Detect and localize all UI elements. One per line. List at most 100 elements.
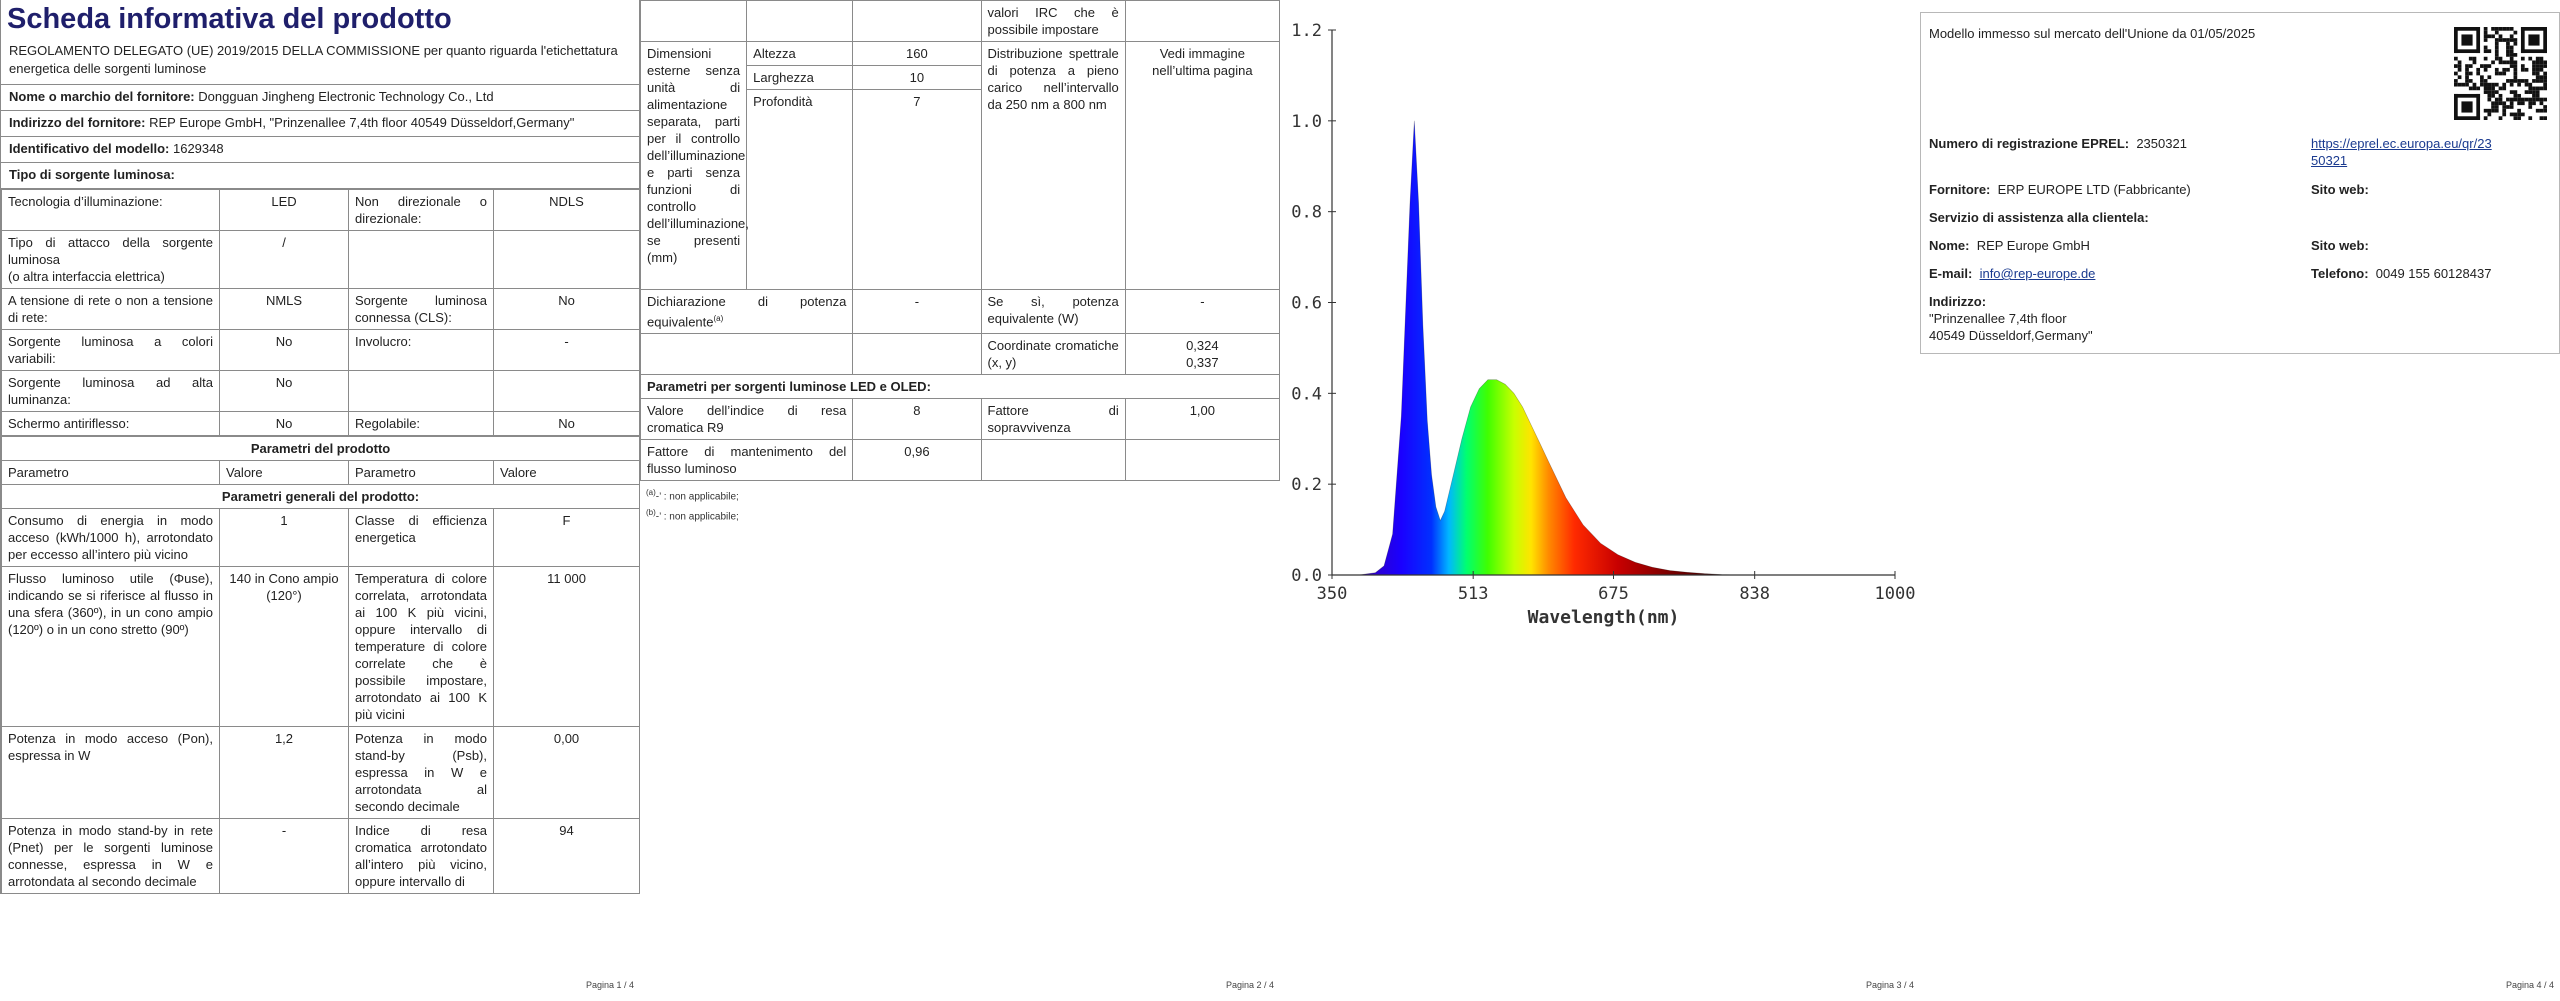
qr-module [2502, 82, 2507, 87]
qr-module [2506, 27, 2510, 31]
qr-module [2517, 108, 2521, 113]
qr-module [2483, 34, 2488, 39]
qr-module [2535, 79, 2540, 83]
col-header-value: Valore [492, 460, 641, 485]
qr-module [2494, 27, 2499, 31]
qr-module [2509, 90, 2514, 94]
page-2: valori IRC che è possibile impostare Dim… [639, 0, 1281, 1001]
qr-module [2498, 86, 2503, 91]
email-link[interactable]: info@rep-europe.de [1979, 266, 2096, 281]
general-header: Parametri generali del prodotto: [0, 484, 641, 509]
qr-module [2483, 90, 2488, 94]
qr-finder [2454, 93, 2458, 120]
qr-module [2535, 93, 2540, 98]
footnote-b-mark: (b) [646, 508, 656, 518]
qr-module [2528, 116, 2533, 120]
qr-module [2487, 112, 2492, 117]
qr-module [2457, 82, 2462, 87]
product-params-table: Parametri del prodotto Parametro Valore … [0, 436, 641, 894]
eprel-link-line2[interactable]: 50321 [2311, 153, 2348, 168]
address-label: Indirizzo: [1929, 294, 1987, 309]
eprel-info-card: Modello immesso sul mercato dell'Unione … [1920, 12, 2560, 354]
qr-module [2528, 82, 2533, 87]
qr-module [2494, 67, 2499, 72]
qr-module [2517, 116, 2521, 120]
qr-module [2506, 79, 2510, 83]
eprel-link-line1[interactable]: https://eprel.ec.europa.eu/qr/23 [2311, 136, 2492, 151]
qr-module [2539, 64, 2544, 68]
qr-module [2491, 27, 2495, 31]
qr-module [2487, 49, 2492, 54]
led-params-header: Parametri per sorgenti luminose LED e OL… [640, 374, 1280, 400]
qr-module [2509, 101, 2514, 106]
address-line2: 40549 Düsseldorf,Germany" [1929, 328, 2093, 343]
general-param-label: Temperatura di colore correlata, arroton… [348, 566, 494, 727]
qr-module [2494, 105, 2499, 109]
footnote-b: (b)-’ : non applicabile; [646, 505, 739, 525]
source-type-row: A tensione di rete o non a tensione di r… [1, 288, 640, 330]
email-row: E-mail: info@rep-europe.de [1929, 265, 2095, 282]
source-param-label: Sorgente luminosa connessa (CLS): [348, 288, 494, 330]
qr-module [2517, 97, 2521, 102]
qr-module [2509, 64, 2514, 68]
qr-module [2520, 79, 2525, 83]
empty-cell [639, 333, 854, 376]
qr-module [2509, 34, 2514, 39]
qr-code[interactable] [2454, 27, 2547, 120]
qr-module [2480, 75, 2484, 80]
qr-module [2491, 108, 2495, 113]
col-header-param: Parametro [1, 460, 220, 485]
footnote-a-text: -’ : non applicabile; [655, 491, 739, 503]
qr-module [2465, 64, 2469, 68]
qr-module [2509, 82, 2514, 87]
dim-depth-value: 7 [852, 89, 982, 290]
r9-label: Valore dell’indice di resa cromatica R9 [639, 398, 854, 441]
qr-module [2494, 30, 2499, 35]
qr-module [2513, 64, 2518, 68]
cri-range-label: valori IRC che è possibile impostare [980, 0, 1126, 42]
general-param-label: Potenza in modo stand-by (Psb), espressa… [348, 726, 494, 819]
qr-module [2520, 64, 2525, 68]
source-param-label: Sorgente luminosa a colori variabili: [1, 329, 220, 371]
qr-finder [2454, 27, 2458, 54]
website-label: Sito web: [2311, 182, 2369, 197]
general-param-label: Potenza in modo acceso (Pon), espressa i… [1, 726, 220, 819]
qr-module [2454, 56, 2458, 61]
qr-module [2498, 38, 2503, 42]
qr-module [2487, 97, 2492, 102]
eprel-value: 2350321 [2136, 136, 2187, 151]
qr-finder [2520, 49, 2547, 54]
general-param-label: Classe di efficienza energetica [348, 508, 494, 567]
qr-module [2483, 49, 2488, 54]
qr-module [2457, 64, 2462, 68]
qr-module [2483, 67, 2488, 72]
address-value: REP Europe GmbH, "Prinzenallee 7,4th flo… [149, 115, 575, 130]
qr-module [2465, 67, 2469, 72]
qr-module [2539, 67, 2544, 72]
qr-finder [2454, 27, 2481, 31]
qr-module [2506, 53, 2510, 57]
general-param-value: - [219, 818, 349, 894]
qr-module [2483, 30, 2488, 35]
qr-module [2483, 56, 2488, 61]
x-tick-label: 513 [1458, 584, 1489, 604]
source-type-row: Sorgente luminosa ad alta luminanza: No [1, 370, 640, 412]
y-tick-label: 0.6 [1291, 294, 1322, 314]
qr-module [2498, 60, 2503, 65]
eprel-link[interactable]: https://eprel.ec.europa.eu/qr/23 50321 [2311, 135, 2492, 169]
y-tick-label: 0.8 [1291, 203, 1322, 223]
source-type-table: Tecnologia d’illuminazione: LED Non direzi… [1, 189, 640, 436]
qr-module [2502, 108, 2507, 113]
dim-width-label: Larghezza [746, 65, 854, 90]
qr-module [2480, 79, 2484, 83]
qr-module [2513, 67, 2518, 72]
service-name-label: Nome: [1929, 238, 1970, 253]
page-footer: Pagina 1 / 4 [586, 980, 635, 990]
supplier-value: ERP EUROPE LTD (Fabbricante) [1997, 182, 2191, 197]
qr-module [2494, 49, 2499, 54]
qr-module [2543, 60, 2547, 65]
qr-module [2494, 41, 2499, 46]
qr-module [2472, 60, 2477, 65]
qr-module [2513, 53, 2518, 57]
source-param-value: No [219, 370, 349, 412]
